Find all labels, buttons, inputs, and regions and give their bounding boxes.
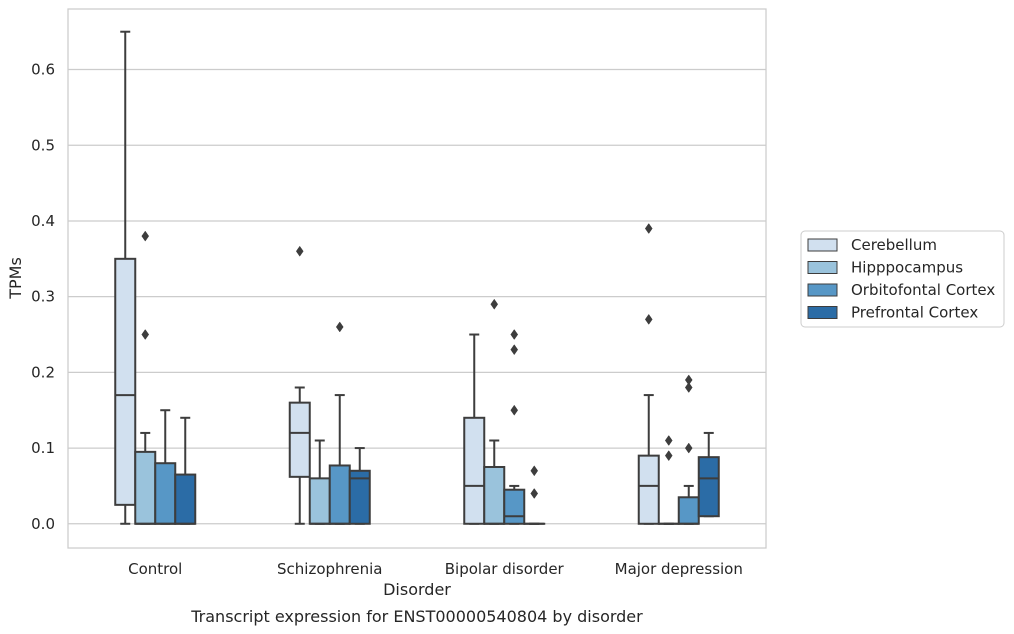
y-tick-label: 0.6 (31, 61, 55, 79)
y-tick-label: 0.0 (31, 515, 55, 533)
box-body (348, 469, 371, 525)
box-cerebellum (114, 30, 137, 525)
legend: Cerebellum Hipppocampus Orbitofontal Corte… (800, 230, 1005, 328)
outlier-point (510, 404, 519, 416)
y-tick-label: 0.5 (31, 136, 55, 154)
y-tick-label: 0.3 (31, 288, 55, 306)
outlier-point (530, 465, 539, 477)
box-body (463, 416, 486, 525)
x-tick-label: Schizophrenia (277, 560, 382, 578)
x-tick-label: Control (128, 560, 182, 578)
box-cerebellum (288, 245, 311, 525)
legend-swatch (807, 238, 838, 252)
box-body (328, 464, 351, 525)
legend-swatch (807, 306, 838, 319)
legend-label: Prefrontal Cortex (851, 304, 978, 322)
box-body (637, 454, 660, 525)
y-axis-label: TPMs (6, 257, 25, 300)
box-body (503, 488, 526, 525)
legend-swatch (807, 261, 838, 274)
x-tick-labels: Control Schizophrenia Bipolar disorder Majo… (128, 560, 743, 578)
box-cerebellum (637, 223, 660, 525)
outlier-point (530, 488, 539, 499)
box-body (288, 401, 311, 478)
box-body (174, 473, 197, 525)
box-hipppocampus (134, 230, 157, 525)
outlier-point (141, 329, 150, 340)
outlier-point (141, 230, 150, 242)
outlier-point (490, 298, 499, 310)
box-body (677, 496, 700, 525)
legend-label: Cerebellum (851, 236, 937, 254)
y-tick-labels: 0.0 0.1 0.2 0.3 0.4 0.5 0.6 (31, 61, 55, 533)
box-body (697, 456, 720, 518)
x-axis-label: Disorder (383, 580, 451, 599)
figure-caption: Transcript expression for ENST0000054080… (190, 607, 643, 626)
box-orbitofontal-cortex (677, 374, 700, 525)
box-prefrontal-cortex (697, 431, 720, 518)
box-body (134, 450, 157, 525)
outlier-point (644, 223, 653, 234)
box-orbitofontal-cortex (503, 329, 526, 525)
outlier-point (510, 329, 519, 340)
box-body (483, 465, 506, 525)
outlier-point (644, 313, 653, 325)
box-cerebellum (463, 333, 486, 525)
legend-label: Hipppocampus (851, 259, 963, 277)
x-tick-label: Major depression (615, 560, 743, 578)
plot-frame (67, 8, 767, 549)
outlier-point (664, 450, 673, 462)
outlier-point (684, 382, 693, 393)
outlier-point (684, 442, 693, 454)
x-tick-label: Bipolar disorder (445, 560, 565, 578)
outlier-point (664, 435, 673, 446)
box-prefrontal-cortex (348, 447, 371, 525)
box-prefrontal-cortex (523, 465, 546, 525)
boxes (114, 30, 720, 525)
box-body (154, 462, 177, 525)
y-tick-label: 0.2 (31, 363, 55, 381)
box-body (114, 257, 137, 506)
legend-label: Orbitofontal Cortex (851, 281, 995, 299)
legend-frame (800, 230, 1005, 328)
outlier-point (510, 344, 519, 356)
box-prefrontal-cortex (174, 416, 197, 525)
outlier-point (684, 374, 693, 386)
outlier-point (295, 245, 304, 257)
y-tick-label: 0.4 (31, 212, 55, 230)
y-tick-label: 0.1 (31, 439, 55, 457)
box-body (308, 477, 331, 525)
outlier-point (335, 321, 344, 333)
legend-swatch (807, 283, 838, 297)
